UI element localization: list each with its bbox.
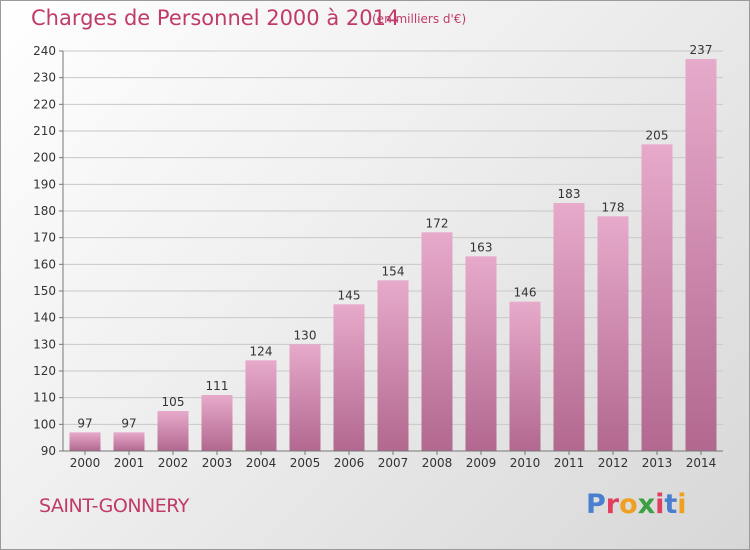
- x-tick-label: 2011: [554, 456, 585, 470]
- y-tick-label: 220: [33, 97, 56, 111]
- data-label: 97: [121, 416, 136, 430]
- x-tick-label: 2005: [290, 456, 321, 470]
- data-label: 146: [514, 286, 537, 300]
- bar: [685, 59, 717, 451]
- data-label: 111: [206, 379, 229, 393]
- y-tick-label: 120: [33, 364, 56, 378]
- data-label: 145: [338, 288, 361, 302]
- data-label: 105: [162, 395, 185, 409]
- bar: [113, 432, 145, 451]
- bar: [509, 301, 541, 451]
- x-tick-label: 2002: [158, 456, 189, 470]
- x-tick-label: 2014: [686, 456, 717, 470]
- proxiti-logo: Proxiti: [586, 489, 687, 520]
- data-label: 130: [294, 328, 317, 342]
- bar: [465, 256, 497, 451]
- logo-letter: r: [605, 489, 620, 520]
- x-tick-label: 2008: [422, 456, 453, 470]
- y-tick-label: 110: [33, 391, 56, 405]
- y-tick-label: 200: [33, 151, 56, 165]
- logo-letter: P: [586, 489, 606, 520]
- bar: [333, 304, 365, 451]
- data-label: 237: [690, 43, 713, 57]
- data-label: 97: [77, 416, 92, 430]
- y-tick-label: 190: [33, 177, 56, 191]
- x-tick-label: 2004: [246, 456, 277, 470]
- chart-subtitle: (en milliers d'€): [372, 12, 467, 26]
- data-label: 205: [646, 128, 669, 142]
- bar: [553, 203, 585, 451]
- logo-letter: t: [664, 489, 678, 520]
- bar: [641, 144, 673, 452]
- x-tick-label: 2007: [378, 456, 409, 470]
- x-tick-label: 2010: [510, 456, 541, 470]
- bar: [69, 432, 101, 451]
- x-tick-label: 2000: [70, 456, 101, 470]
- x-tick-label: 2013: [642, 456, 673, 470]
- y-tick-label: 130: [33, 337, 56, 351]
- data-label: 183: [558, 187, 581, 201]
- logo-letter: i: [655, 489, 665, 520]
- logo-letter: i: [677, 489, 687, 520]
- x-tick-label: 2003: [202, 456, 233, 470]
- x-tick-label: 2012: [598, 456, 629, 470]
- bar: [201, 395, 233, 451]
- y-tick-label: 100: [33, 417, 56, 431]
- bar: [421, 232, 453, 451]
- y-tick-label: 160: [33, 257, 56, 271]
- chart-title: Charges de Personnel 2000 à 2014: [31, 6, 400, 30]
- y-tick-label: 140: [33, 311, 56, 325]
- y-tick-label: 230: [33, 71, 56, 85]
- bar: [377, 280, 409, 451]
- data-label: 163: [470, 240, 493, 254]
- data-label: 172: [426, 216, 449, 230]
- y-tick-label: 240: [33, 44, 56, 58]
- y-tick-label: 150: [33, 284, 56, 298]
- bar: [157, 411, 189, 451]
- y-tick-label: 180: [33, 204, 56, 218]
- x-tick-label: 2006: [334, 456, 365, 470]
- bar: [597, 216, 629, 451]
- data-label: 154: [382, 264, 405, 278]
- y-tick-label: 90: [41, 444, 56, 458]
- logo-letter: o: [619, 489, 638, 520]
- x-tick-label: 2009: [466, 456, 497, 470]
- bar: [245, 360, 277, 451]
- x-tick-label: 2001: [114, 456, 145, 470]
- y-tick-label: 210: [33, 124, 56, 138]
- data-label: 178: [602, 200, 625, 214]
- town-name: SAINT-GONNERY: [39, 495, 189, 517]
- y-tick-label: 170: [33, 231, 56, 245]
- logo-letter: x: [637, 489, 656, 520]
- data-label: 124: [250, 344, 273, 358]
- bar: [289, 344, 321, 451]
